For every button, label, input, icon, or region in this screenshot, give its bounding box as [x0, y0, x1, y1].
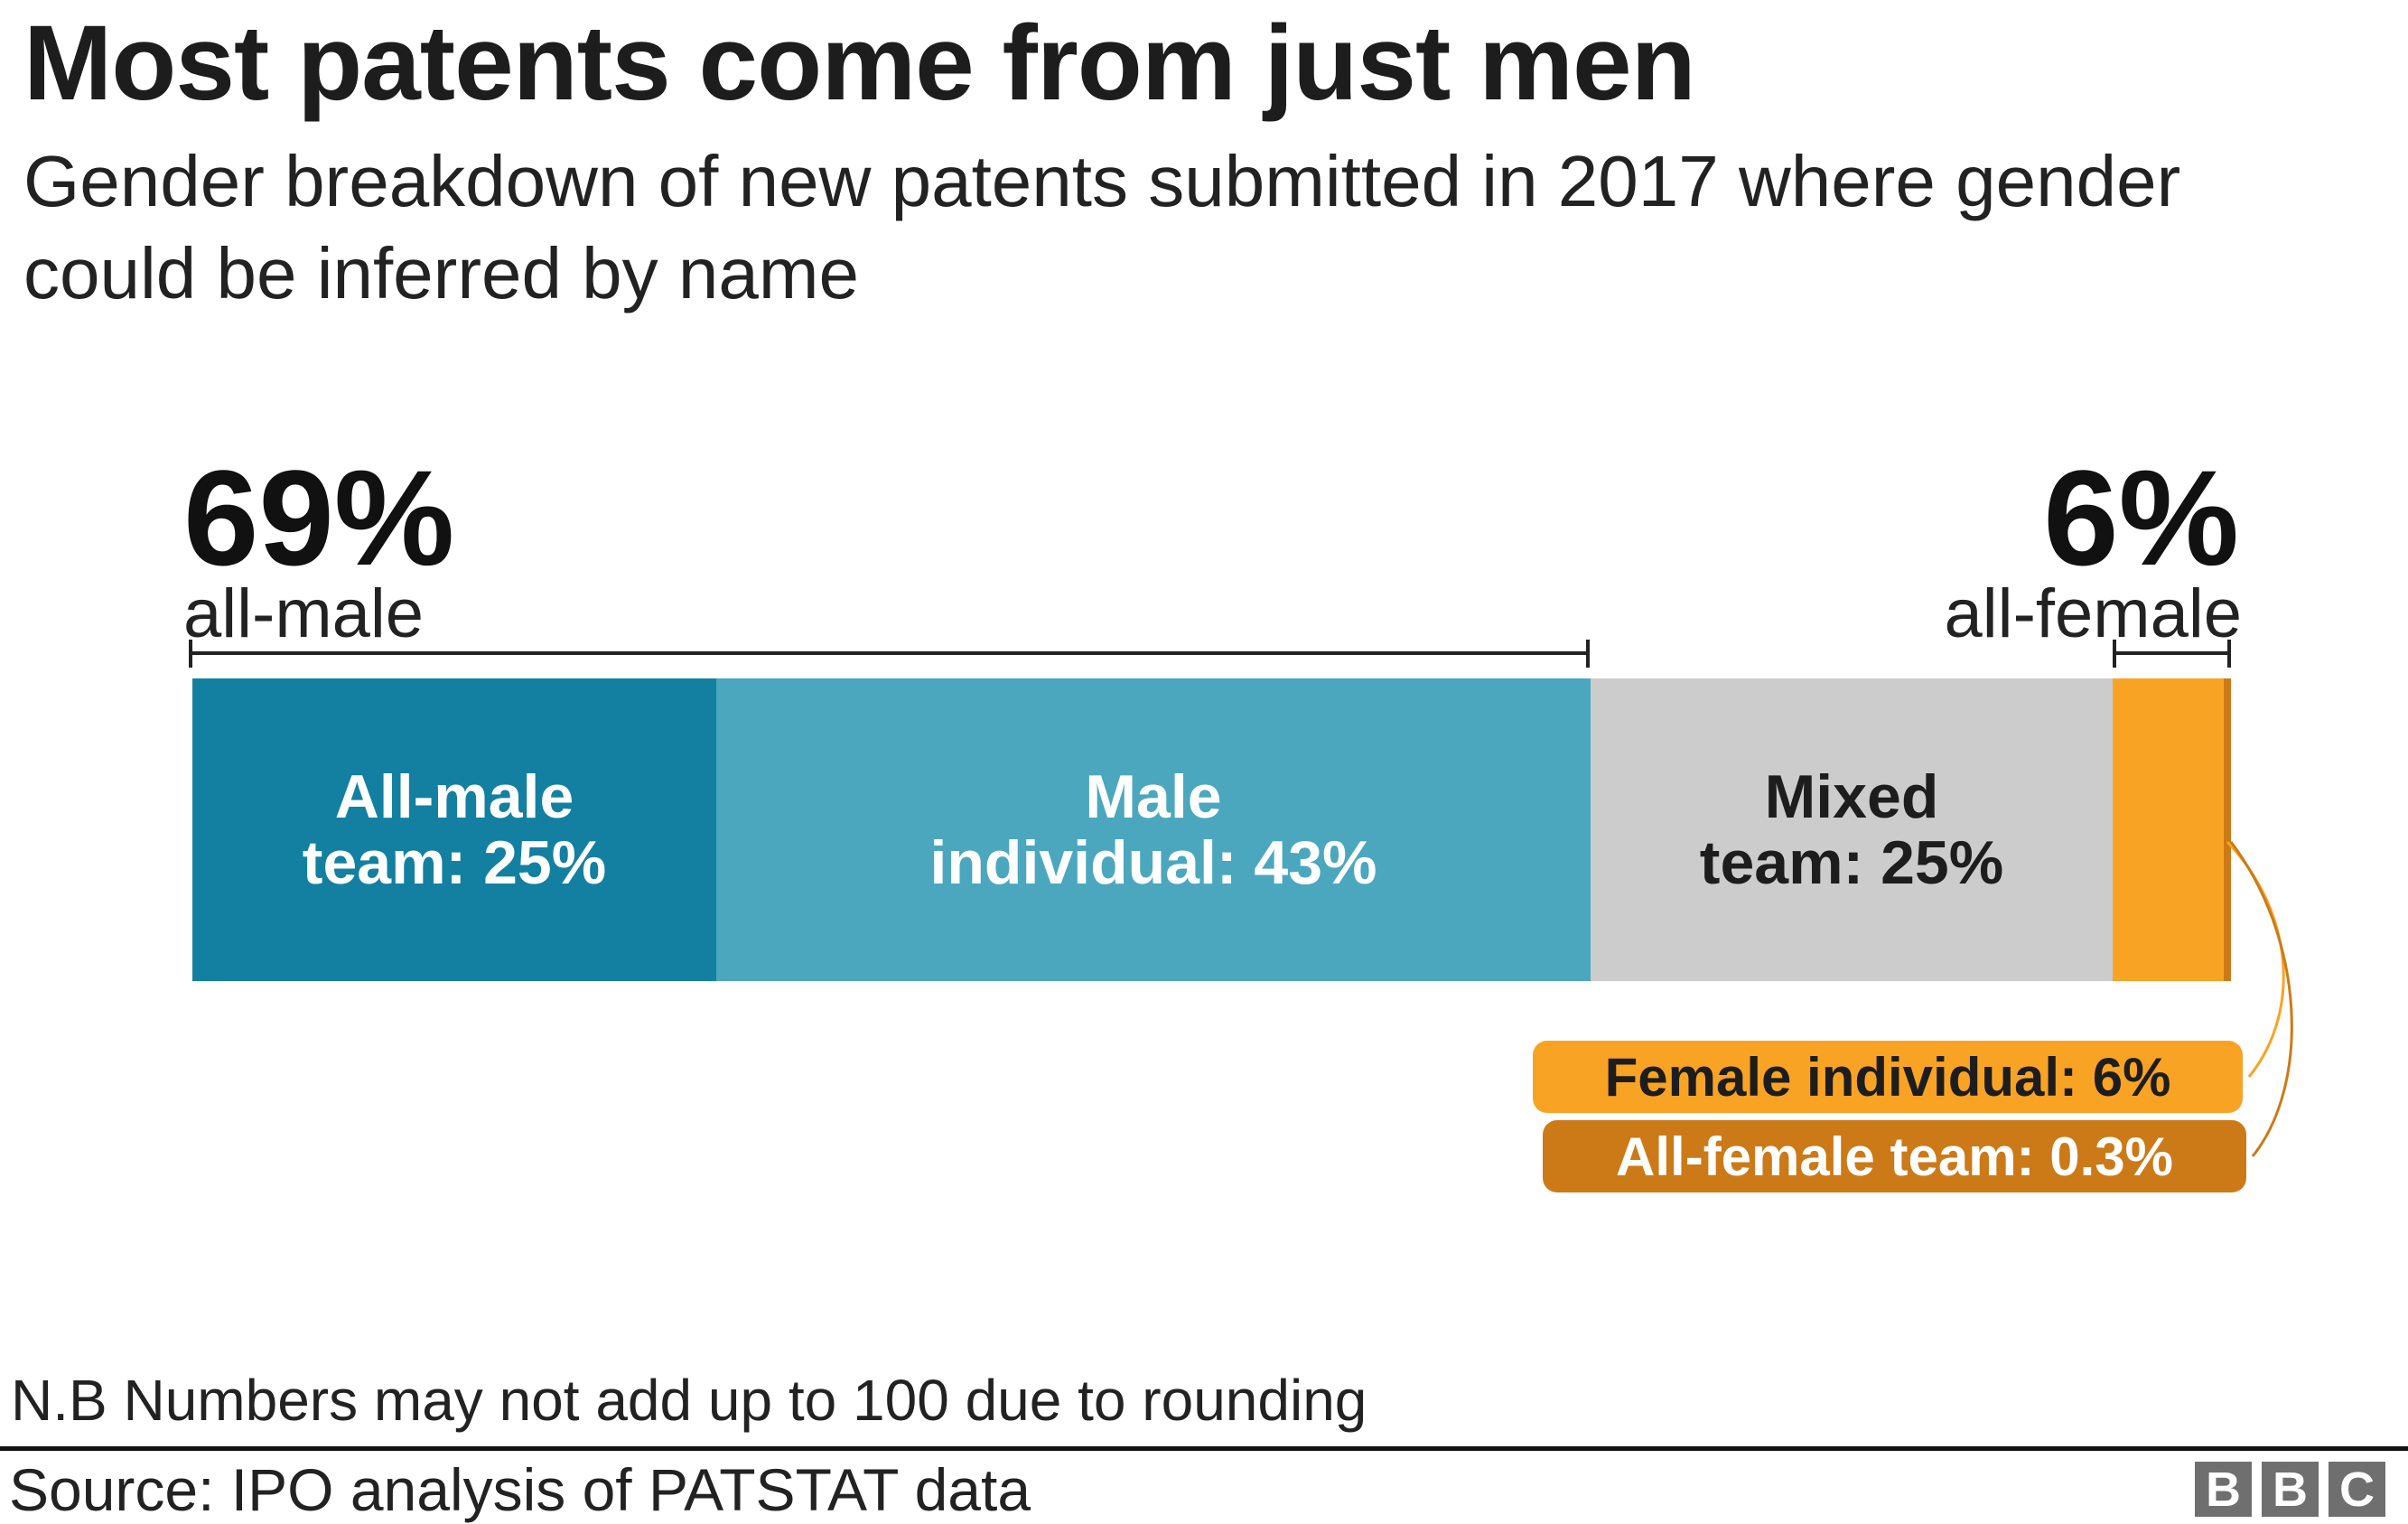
annotation-all-male-label: all-male	[183, 575, 425, 652]
segment-all-male-team: All-male team: 25%	[192, 678, 716, 981]
segment-label-line1: All-male	[334, 762, 574, 831]
segment-label-line1: Mixed	[1764, 762, 1939, 831]
leader-line-all-female-team	[2229, 841, 2293, 1157]
segment-all-female-team	[2224, 678, 2231, 981]
footer-divider	[0, 1446, 2408, 1451]
chart-subtitle: Gender breakdown of new patents submitte…	[23, 141, 2181, 313]
bbc-logo-letter: C	[2329, 1462, 2385, 1517]
callout-all-female-team: All-female team: 0.3%	[1543, 1120, 2246, 1192]
bbc-logo-letter: B	[2262, 1462, 2319, 1517]
bbc-logo: B B C	[2195, 1462, 2385, 1517]
leader-line-female-individual	[2226, 840, 2285, 1078]
segment-label-line2: individual: 43%	[929, 827, 1377, 897]
stacked-bar: All-male team: 25% Male individual: 43% …	[192, 678, 2231, 981]
segment-mixed-team: Mixed team: 25%	[1591, 678, 2113, 981]
annotation-all-female-label: all-female	[1944, 575, 2242, 652]
segment-female-individual	[2113, 678, 2224, 981]
annotation-all-male-value: 69%	[183, 442, 455, 594]
bracket-all-male	[189, 640, 1590, 668]
segment-label-line2: team: 25%	[1699, 827, 2004, 897]
segment-label-line1: Male	[1085, 762, 1222, 831]
footnote: N.B Numbers may not add up to 100 due to…	[11, 1368, 1367, 1433]
bbc-logo-letter: B	[2195, 1462, 2252, 1517]
segment-male-individual: Male individual: 43%	[716, 678, 1591, 981]
callout-female-individual: Female individual: 6%	[1533, 1041, 2243, 1113]
segment-label-line2: team: 25%	[302, 827, 607, 897]
annotation-all-female-value: 6%	[2043, 442, 2239, 594]
bracket-all-female	[2113, 640, 2231, 668]
page-title: Most patents come from just men	[23, 4, 1696, 123]
source-credit: Source: IPO analysis of PATSTAT data	[9, 1456, 1031, 1523]
